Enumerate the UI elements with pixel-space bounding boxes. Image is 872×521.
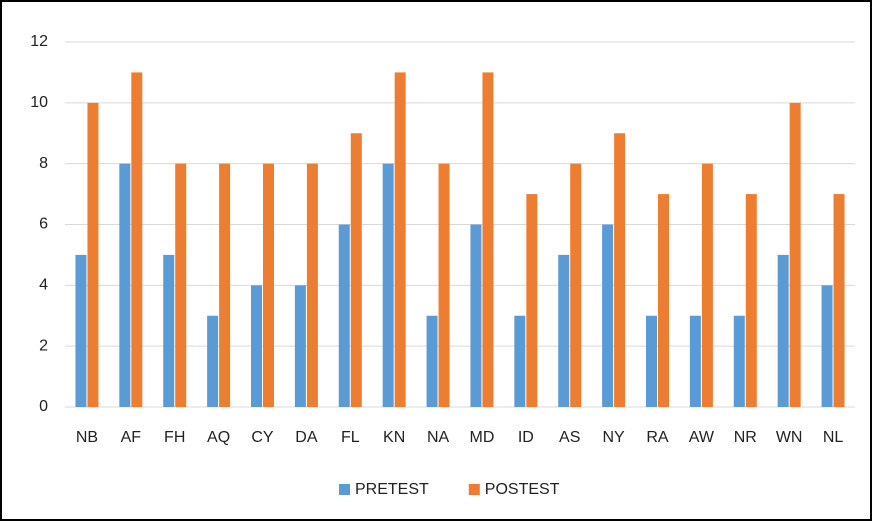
bar <box>219 163 231 407</box>
bar <box>175 163 187 407</box>
x-tick-label: WN <box>776 429 803 446</box>
bar <box>745 194 757 407</box>
x-tick-label: DA <box>295 429 318 446</box>
x-tick-label: CY <box>251 429 274 446</box>
x-tick-label: AS <box>559 429 580 446</box>
bar <box>733 315 745 407</box>
bar <box>570 163 582 407</box>
bar <box>306 163 318 407</box>
x-tick-label: AQ <box>207 429 230 446</box>
bar <box>207 315 219 407</box>
bar <box>131 72 143 408</box>
bar <box>658 194 669 407</box>
bar <box>251 285 262 407</box>
x-tick-label: KN <box>383 429 405 446</box>
x-tick-label: NL <box>823 429 844 446</box>
y-tick-label: 8 <box>39 155 48 172</box>
bar <box>394 72 406 408</box>
x-tick-label: NB <box>76 429 98 446</box>
bar <box>833 194 845 407</box>
bar <box>338 224 350 407</box>
bar <box>350 133 362 407</box>
x-tick-label: AF <box>121 429 142 446</box>
bar <box>514 315 526 407</box>
bar <box>558 254 570 407</box>
legend-label: POSTEST <box>485 481 560 498</box>
x-tick-label: NR <box>734 429 757 446</box>
y-tick-label: 10 <box>30 94 48 111</box>
x-tick-label: FH <box>164 429 185 446</box>
x-tick-label: NY <box>602 429 625 446</box>
legend-swatch <box>339 484 350 495</box>
bar <box>526 194 538 407</box>
y-tick-label: 12 <box>30 33 48 50</box>
bar <box>426 315 438 407</box>
bar <box>470 224 482 407</box>
bar <box>263 163 274 407</box>
bar <box>602 224 614 407</box>
bar <box>614 133 626 407</box>
x-tick-label: MD <box>469 429 494 446</box>
bar <box>701 163 713 407</box>
bar <box>646 315 657 407</box>
bar <box>294 285 306 407</box>
x-tick-label: NA <box>427 429 450 446</box>
x-tick-label: RA <box>646 429 669 446</box>
bar <box>119 163 131 407</box>
y-tick-label: 6 <box>39 216 48 233</box>
x-tick-label: FL <box>341 429 360 446</box>
bar <box>789 102 801 407</box>
bar <box>482 72 494 408</box>
legend-label: PRETEST <box>355 481 429 498</box>
legend-swatch <box>468 484 480 495</box>
y-tick-label: 4 <box>39 277 48 294</box>
bar <box>777 254 789 407</box>
bar <box>87 102 99 407</box>
bar <box>438 163 450 407</box>
bar <box>163 254 175 407</box>
bar <box>689 315 701 407</box>
x-tick-label: AW <box>689 429 715 446</box>
bar <box>382 163 394 407</box>
bar <box>821 285 833 407</box>
y-tick-label: 2 <box>39 337 48 354</box>
x-tick-label: ID <box>518 429 534 446</box>
y-tick-label: 0 <box>39 398 48 415</box>
bar <box>75 254 87 407</box>
